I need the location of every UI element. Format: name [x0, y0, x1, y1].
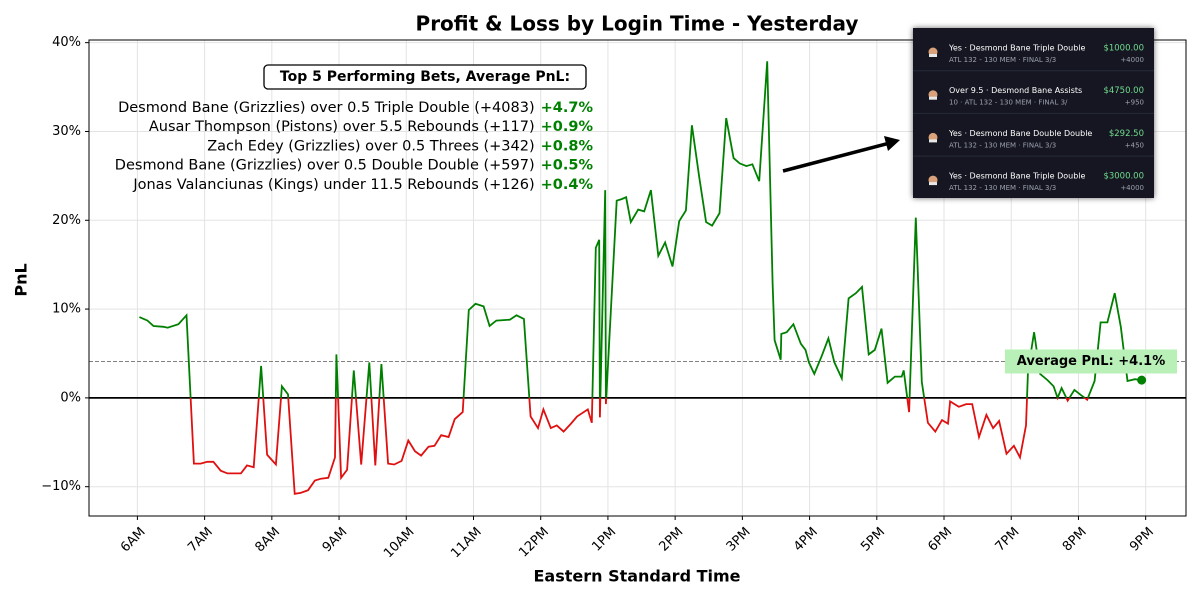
y-tick-label: 30% [52, 124, 81, 139]
bet-pnl: +0.5% [541, 158, 594, 174]
x-tick-label: 9PM [1127, 525, 1157, 555]
slip-odds: +4000 [1120, 56, 1144, 64]
plot-frame [88, 39, 1187, 517]
player-icon-body [929, 139, 937, 143]
slip-sub: ATL 132 - 130 MEM · FINAL 3/3 [949, 56, 1056, 64]
bet-line: Ausar Thompson (Pistons) over 5.5 Reboun… [149, 119, 594, 135]
x-tick-label: 7AM [185, 525, 216, 556]
slip-odds: +4000 [1120, 184, 1144, 192]
y-axis-label: PnL [12, 263, 31, 296]
annotation-box [263, 64, 587, 90]
x-tick-label: 11AM [448, 525, 485, 562]
x-tick-label: 8PM [1060, 525, 1090, 555]
slip-title: Yes · Desmond Bane Double Double [948, 129, 1092, 138]
x-axis-label: Eastern Standard Time [533, 567, 740, 586]
x-tick-label: 9AM [320, 525, 351, 556]
player-icon-body [929, 96, 937, 100]
bet-text: Jonas Valanciunas (Kings) under 11.5 Reb… [132, 177, 534, 193]
x-tick-label: 1PM [589, 525, 619, 555]
slip-sub: ATL 132 - 130 MEM · FINAL 3/3 [949, 141, 1056, 149]
slip-title: Over 9.5 · Desmond Bane Assists [949, 86, 1082, 95]
y-tick-label: −10% [41, 479, 81, 494]
slip-amount: $1000.00 [1103, 44, 1144, 54]
bet-line: Jonas Valanciunas (Kings) under 11.5 Reb… [132, 177, 593, 193]
slip-title: Yes · Desmond Bane Triple Double [948, 172, 1086, 181]
x-tick-label: 3PM [724, 525, 754, 555]
chart-title: Profit & Loss by Login Time - Yesterday [416, 12, 859, 36]
x-tick-label: 6AM [118, 525, 149, 556]
player-icon-body [929, 182, 937, 186]
x-tick-label: 4PM [791, 525, 821, 555]
y-tick-label: 10% [52, 302, 81, 317]
average-label: Average PnL: +4.1% [1017, 354, 1165, 369]
x-tick-label: 12PM [516, 525, 552, 561]
bet-pnl: +4.7% [541, 100, 594, 116]
bet-pnl: +0.9% [541, 119, 594, 135]
slip-odds: +450 [1125, 141, 1144, 149]
bet-text: Desmond Bane (Grizzlies) over 0.5 Double… [115, 158, 535, 174]
x-tick-label: 5PM [858, 525, 888, 555]
slip-amount: $292.50 [1109, 129, 1144, 139]
x-tick-label: 6PM [925, 525, 955, 555]
bet-pnl: +0.8% [541, 138, 594, 154]
slip-amount: $4750.00 [1103, 86, 1144, 96]
player-icon-body [929, 54, 937, 57]
pnl-line-negative [189, 397, 1089, 495]
slip-amount: $3000.00 [1103, 172, 1144, 182]
y-tick-label: 0% [60, 390, 81, 405]
average-label-box [1005, 349, 1177, 374]
slip-sub: 10 · ATL 132 - 130 MEM · FINAL 3/ [949, 99, 1068, 107]
last-point [1137, 375, 1147, 385]
x-tick-label: 8AM [252, 525, 283, 556]
arrow-shaft [782, 141, 891, 173]
bet-text: Desmond Bane (Grizzlies) over 0.5 Triple… [118, 100, 535, 116]
plot [89, 61, 1186, 495]
slip-title: Yes · Desmond Bane Triple Double [948, 44, 1086, 53]
bet-line: Desmond Bane (Grizzlies) over 0.5 Double… [115, 158, 594, 174]
bet-pnl: +0.4% [541, 177, 594, 193]
bet-text: Zach Edey (Grizzlies) over 0.5 Threes (+… [207, 138, 534, 154]
bet-text: Ausar Thompson (Pistons) over 5.5 Reboun… [149, 119, 535, 135]
bet-slip-screenshot: Yes · Desmond Bane Triple Double ATL 132 … [913, 28, 1154, 198]
x-tick-label: 10AM [381, 525, 418, 562]
arrow-head [884, 136, 900, 151]
x-tick-label: 2PM [657, 525, 687, 555]
annotation-title: Top 5 Performing Bets, Average PnL: [280, 69, 570, 85]
slip-sub: ATL 132 - 130 MEM · FINAL 3/3 [949, 184, 1056, 192]
slip-odds: +950 [1125, 99, 1144, 107]
bet-line: Zach Edey (Grizzlies) over 0.5 Threes (+… [207, 138, 593, 154]
y-tick-label: 20% [52, 213, 81, 228]
grid [89, 40, 1186, 516]
x-tick-label: 7PM [993, 525, 1023, 555]
annotations: Top 5 Performing Bets, Average PnL: Aver… [115, 64, 1177, 374]
pnl-line-positive [139, 61, 1142, 398]
bet-line: Desmond Bane (Grizzlies) over 0.5 Triple… [118, 100, 593, 116]
y-tick-label: 40% [52, 35, 81, 50]
